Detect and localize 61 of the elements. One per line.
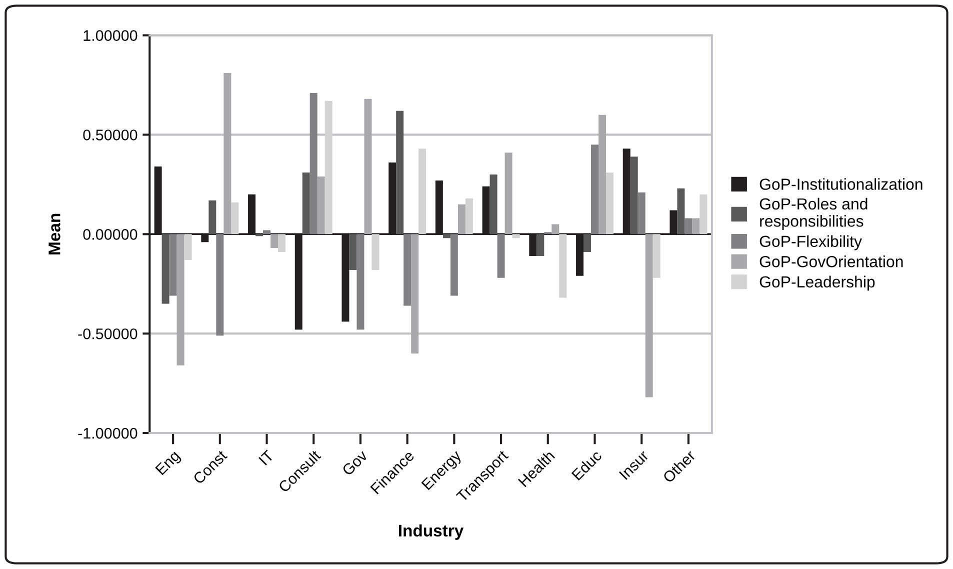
bar <box>591 144 598 234</box>
bar <box>677 188 685 234</box>
bar <box>598 114 606 234</box>
bar <box>700 194 708 234</box>
bar <box>356 234 364 330</box>
bar <box>536 234 544 256</box>
bar <box>324 100 332 234</box>
bar <box>652 234 660 278</box>
y-tick-label: 1.00000 <box>84 30 138 41</box>
bar <box>606 172 614 234</box>
y-tick-label: -0.50000 <box>78 328 138 340</box>
bar <box>645 234 653 398</box>
bar <box>692 218 700 234</box>
bar <box>458 204 466 234</box>
legend-label: GoP-GovOrientation <box>760 256 903 268</box>
bar <box>396 110 404 234</box>
bar <box>349 234 357 270</box>
y-axis-title: Mean <box>48 214 60 254</box>
bar <box>270 234 278 248</box>
bar <box>364 98 372 234</box>
x-tick-label: IT <box>258 450 274 466</box>
bar <box>490 174 498 234</box>
bar <box>411 234 419 354</box>
bar <box>302 172 310 234</box>
bar <box>552 224 560 234</box>
bar <box>278 234 286 252</box>
x-tick-label: Eng <box>155 450 182 478</box>
bar <box>559 234 567 298</box>
bar <box>372 234 380 270</box>
y-tick-label: 0.50000 <box>83 130 138 140</box>
bar <box>404 234 412 306</box>
bar <box>216 234 224 336</box>
bar <box>504 152 512 234</box>
bar <box>176 234 184 366</box>
bar <box>208 200 216 234</box>
bar <box>465 198 473 234</box>
bar <box>584 234 592 252</box>
bar <box>231 202 239 234</box>
bar <box>184 234 192 260</box>
bar <box>418 148 426 234</box>
bar <box>263 230 271 234</box>
bar <box>630 156 638 234</box>
bar <box>684 218 692 234</box>
bar <box>317 176 325 234</box>
legend-label: GoP-Roles and responsibilities <box>760 198 868 230</box>
bar <box>442 234 450 238</box>
y-tick-label: 0.00000 <box>83 229 138 240</box>
legend-label: GoP-Flexibility <box>760 235 862 250</box>
bar <box>169 234 177 296</box>
bar <box>450 234 458 296</box>
bar <box>497 234 505 278</box>
y-tick-label: -1.00000 <box>78 428 138 439</box>
x-axis-title: Industry <box>399 524 464 540</box>
bar <box>224 73 232 234</box>
legend-label: GoP-Institutionalization <box>760 178 922 190</box>
bar <box>162 234 170 304</box>
bar <box>512 234 520 238</box>
legend-label: GoP-Leadership <box>760 276 875 291</box>
bar <box>310 92 318 234</box>
bar <box>638 192 646 234</box>
x-tick-label: Gov <box>341 449 368 476</box>
